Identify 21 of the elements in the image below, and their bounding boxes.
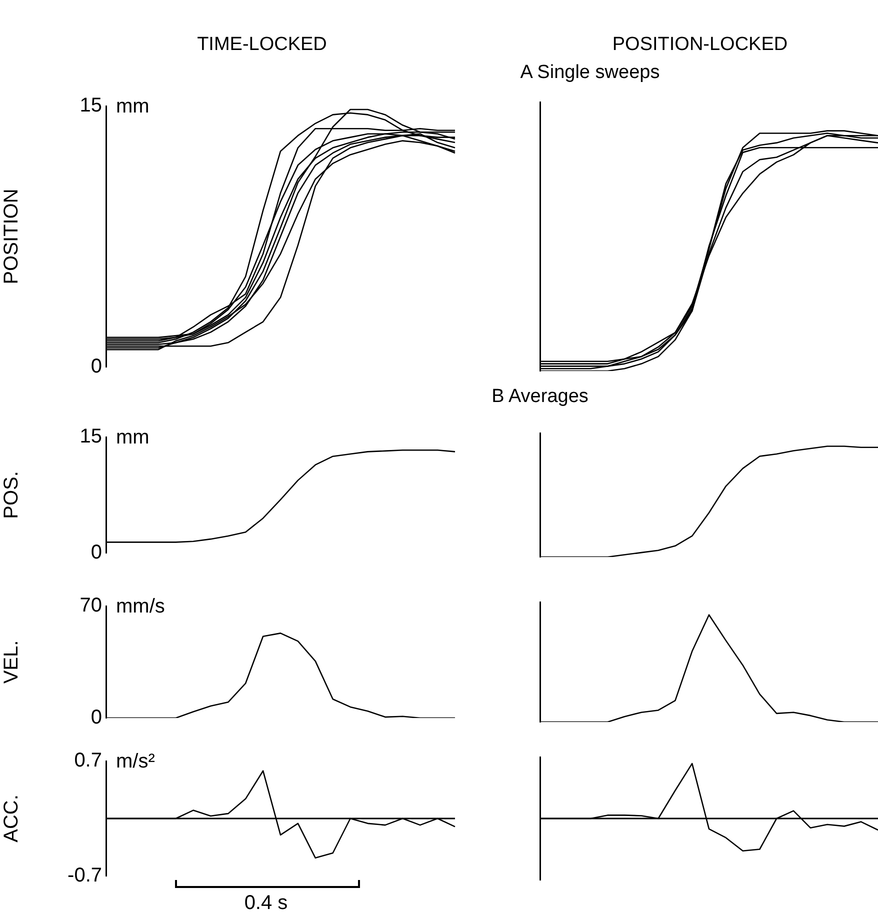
annotation: m/s² — [116, 750, 156, 773]
text: 0.4 s — [243, 892, 289, 915]
y-axis-title: POS. — [0, 471, 23, 519]
y-tick-label: 0.7 — [74, 750, 102, 772]
y-tick-label: 15 — [80, 426, 102, 448]
chart-title: POSITION-LOCKED — [611, 34, 789, 56]
annotation: mm — [116, 426, 150, 449]
y-axis-title: ACC. — [0, 794, 23, 842]
y-axis-title: VEL. — [0, 640, 23, 684]
y-tick-label: 70 — [80, 594, 102, 617]
y-tick-label: -0.7 — [68, 864, 102, 887]
y-axis-title: POSITION — [0, 188, 23, 284]
annotation: mm — [116, 96, 150, 118]
chart-subtitle: B Averages — [490, 386, 590, 408]
y-tick-label: 15 — [80, 94, 102, 117]
chart-subtitle: A Single sweeps — [519, 62, 661, 84]
chart-title: TIME-LOCKED — [196, 34, 328, 56]
y-tick-label: 0 — [90, 356, 102, 378]
annotation: mm/s — [116, 596, 165, 618]
y-tick-label: 0 — [90, 542, 102, 564]
y-tick-label: 0 — [90, 706, 102, 729]
